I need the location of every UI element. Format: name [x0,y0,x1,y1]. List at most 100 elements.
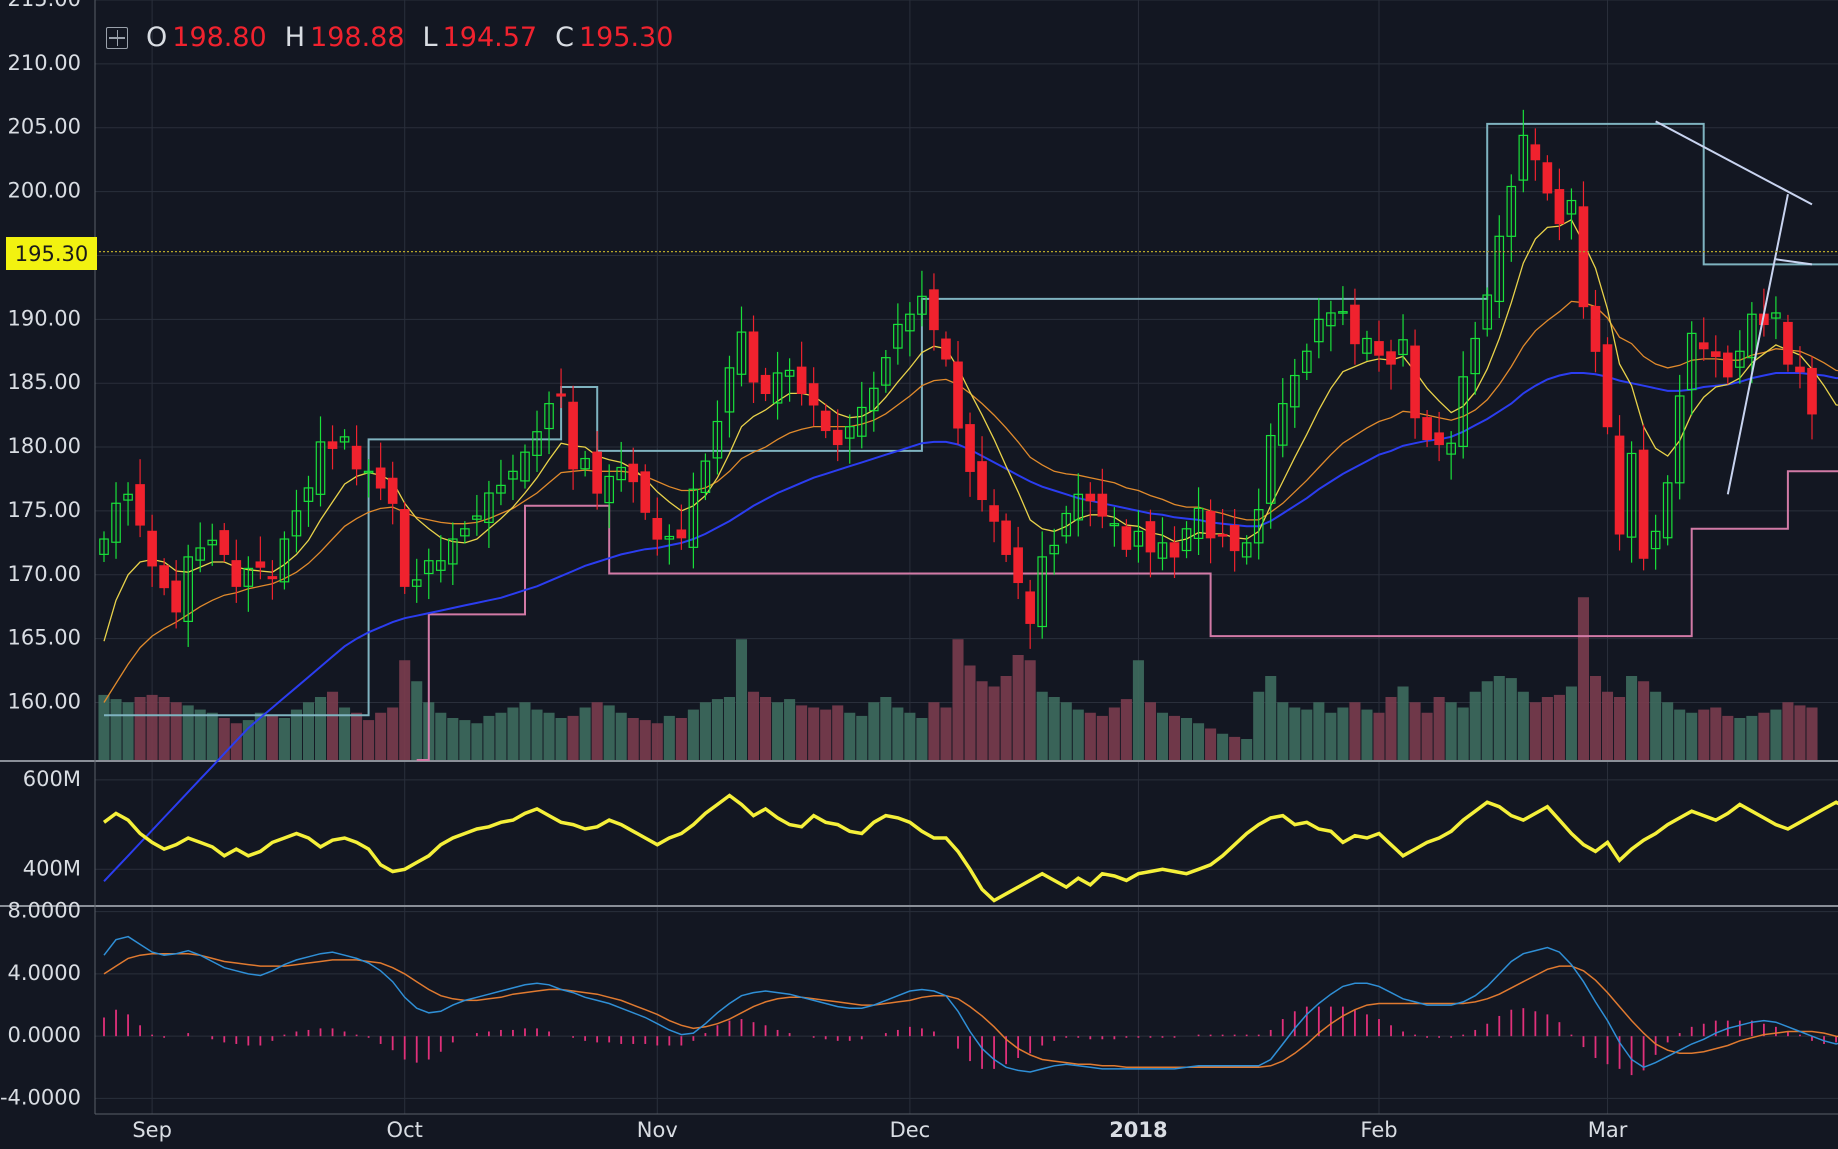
candle [1253,488,1264,560]
candle [1326,300,1336,352]
volume-bar [1710,707,1722,760]
candle-body [1590,305,1601,352]
candle-body [1650,530,1661,550]
candle-body [472,515,482,520]
volume-bar [964,665,976,760]
candle-body [1241,542,1252,558]
candle-body [893,323,903,349]
time-tick-label: Oct [387,1118,423,1142]
candle-body [255,561,266,568]
candle [1289,358,1300,428]
candle [243,556,254,612]
obv-tick-label: 400M [23,856,81,880]
volume-bar [1217,733,1229,760]
candle [520,444,530,489]
candle [1157,517,1168,571]
price-tick-label: 160.00 [8,690,81,714]
volume-bar [1313,702,1325,760]
volume-bar [796,705,808,760]
candle-body [1181,528,1192,552]
candle [1362,330,1372,361]
volume-bar [1108,707,1120,760]
volume-bar [880,697,892,760]
candle-body [1386,351,1396,365]
volume-bar [808,707,820,760]
volume-bar [254,712,266,760]
high-value: 198.88 [310,22,405,53]
candle-body [1530,144,1541,161]
candle [411,558,422,603]
price-tick-label: 200.00 [8,179,81,203]
candle [99,531,109,563]
volume-bar [663,715,675,760]
volume-bar [98,694,110,760]
volume-bar [194,709,206,760]
macd-tick-label: 8.0000 [8,899,81,923]
volume-bar [122,702,134,760]
candle [881,349,891,393]
volume-bar [1265,676,1277,760]
candle-body [1698,342,1709,350]
candle-body [1674,395,1685,484]
ohlc-legend: O 198.80 H 198.88 L 194.57 C 195.30 [106,22,673,53]
candle-body [1205,510,1216,539]
volume-bar [1361,709,1373,760]
volume-bar [940,707,952,760]
volume-bar [1577,597,1589,760]
candle-body [1458,376,1468,448]
candle [1710,335,1721,378]
candle [195,522,206,573]
candle [1434,411,1444,462]
volume-bar [1601,691,1614,760]
volume-bar [651,723,663,760]
candle-body [1314,318,1324,343]
candle-body [111,502,121,543]
candle [1518,109,1529,193]
candle [604,464,614,529]
candle-body [628,463,639,483]
candle [1590,289,1601,373]
candle [508,454,518,501]
volume-bar [1433,697,1445,760]
candle [1097,468,1108,529]
candle-body [1109,523,1120,527]
volume-bar [1325,712,1337,760]
crosshair-toggle-icon[interactable] [106,26,128,49]
volume-bar [1782,702,1794,760]
candle-body [411,579,422,587]
candle-body [544,403,554,430]
obv-line [102,793,1838,903]
volume-bar [411,681,423,760]
volume-bar [1734,718,1746,760]
candle-body [1446,442,1456,455]
candle-body [1374,341,1384,356]
volume-bar [687,709,699,760]
candle [496,459,506,506]
candle-body [1771,312,1781,319]
volume-bar [1289,707,1301,760]
candle-body [1277,403,1288,446]
candle [688,472,699,569]
candle-body [339,436,350,443]
candle-body [207,539,218,546]
candle [1614,415,1625,551]
candle [1277,378,1288,458]
candle [1049,528,1060,575]
candle [1807,356,1817,440]
candle-body [1518,134,1529,181]
volume-bar [844,712,856,760]
volume-bar [988,686,1000,760]
candle [1181,521,1192,559]
candle-body [1037,556,1048,628]
volume-bar [1349,702,1361,760]
time-tick-label: Nov [637,1118,678,1142]
candle-body [832,429,843,446]
candle-body [712,420,723,459]
candle-body [1253,509,1264,544]
volume-bar [1650,691,1662,760]
candle [1037,531,1048,639]
candle-body [760,374,771,395]
volume-bar [158,697,170,760]
candle-body [917,295,927,315]
